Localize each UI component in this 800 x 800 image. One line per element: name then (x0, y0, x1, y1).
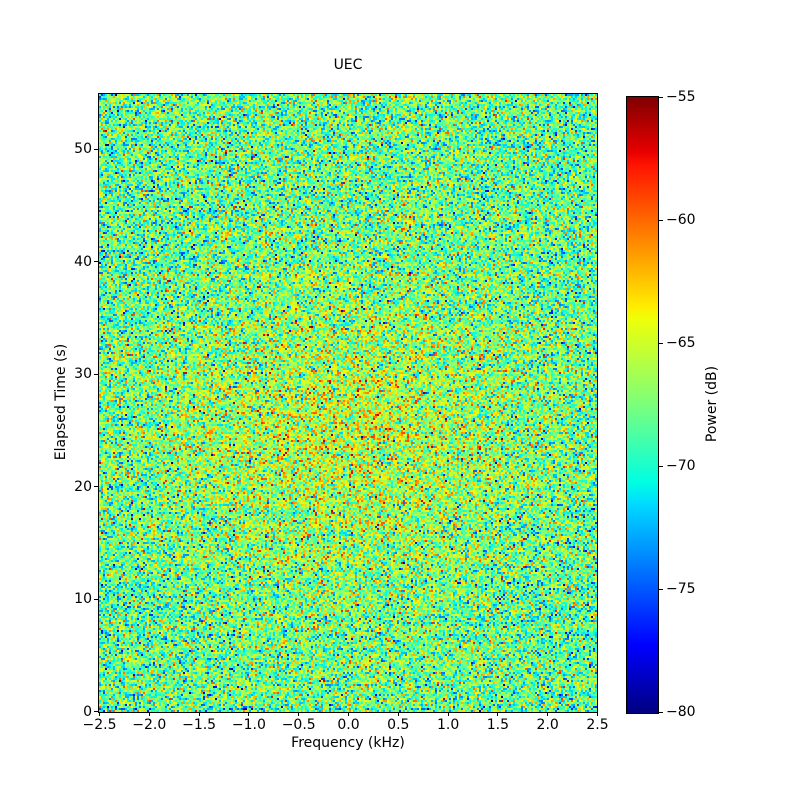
colorbar-tick (659, 219, 663, 221)
colorbar-tick-label: −65 (666, 335, 696, 351)
colorbar-tick-label: −75 (666, 581, 696, 597)
x-axis-tick (597, 712, 598, 716)
y-axis-tick (94, 711, 98, 712)
y-axis-tick-label: 40 (74, 253, 92, 270)
x-axis-tick-label: −2.5 (82, 717, 117, 733)
x-axis-tick-label: 1.0 (436, 717, 460, 733)
x-axis-tick-label: −2.0 (132, 717, 167, 733)
y-axis-tick (94, 148, 98, 150)
y-axis-tick (94, 261, 98, 263)
colorbar-tick (659, 588, 663, 590)
x-axis-tick-label: 2.0 (536, 717, 559, 733)
y-axis-tick (94, 486, 98, 488)
spectrogram-heatmap (99, 94, 597, 712)
y-axis-tick-label: 20 (74, 478, 92, 495)
colorbar-tick (659, 342, 663, 344)
plot-area (98, 93, 598, 713)
y-axis-tick-label: 30 (74, 366, 92, 383)
y-axis-tick (94, 373, 98, 375)
colorbar-tick (659, 465, 663, 467)
x-axis-tick (148, 712, 150, 716)
x-axis-tick-label: 0.5 (387, 717, 410, 733)
colorbar (626, 96, 659, 714)
y-axis-label: Elapsed Time (s) (53, 343, 69, 461)
x-axis-tick-label: 1.5 (486, 717, 510, 733)
colorbar-tick-label: −60 (666, 212, 696, 228)
x-axis-tick (447, 712, 449, 716)
x-axis-tick (547, 712, 549, 716)
colorbar-tick-label: −55 (666, 89, 696, 105)
y-axis-tick-label: 10 (74, 591, 92, 608)
x-axis-label: Frequency (kHz) (291, 735, 405, 751)
y-axis-tick-label: 50 (74, 141, 92, 158)
colorbar-tick (659, 96, 663, 98)
colorbar-gradient (627, 97, 658, 713)
y-axis-tick-label: 0 (83, 703, 92, 720)
x-axis-tick (298, 712, 300, 716)
x-axis-tick-label: 0.0 (337, 717, 360, 733)
colorbar-label: Power (dB) (704, 365, 720, 443)
x-axis-tick-label: 2.5 (586, 717, 609, 733)
x-axis-tick (497, 712, 499, 716)
x-axis-tick (397, 712, 399, 716)
x-axis-tick (99, 712, 100, 716)
y-axis-tick (94, 598, 98, 600)
x-axis-tick (198, 712, 200, 716)
x-axis-tick-label: −1.5 (182, 717, 217, 733)
plot-title: UEC (333, 57, 363, 73)
x-axis-tick-label: −0.5 (281, 717, 316, 733)
colorbar-tick-label: −80 (666, 704, 696, 720)
colorbar-tick (659, 711, 663, 713)
x-axis-tick-label: −1.0 (231, 717, 266, 733)
colorbar-tick-label: −70 (666, 458, 696, 474)
x-axis-tick (248, 712, 250, 716)
x-axis-tick (348, 712, 349, 716)
